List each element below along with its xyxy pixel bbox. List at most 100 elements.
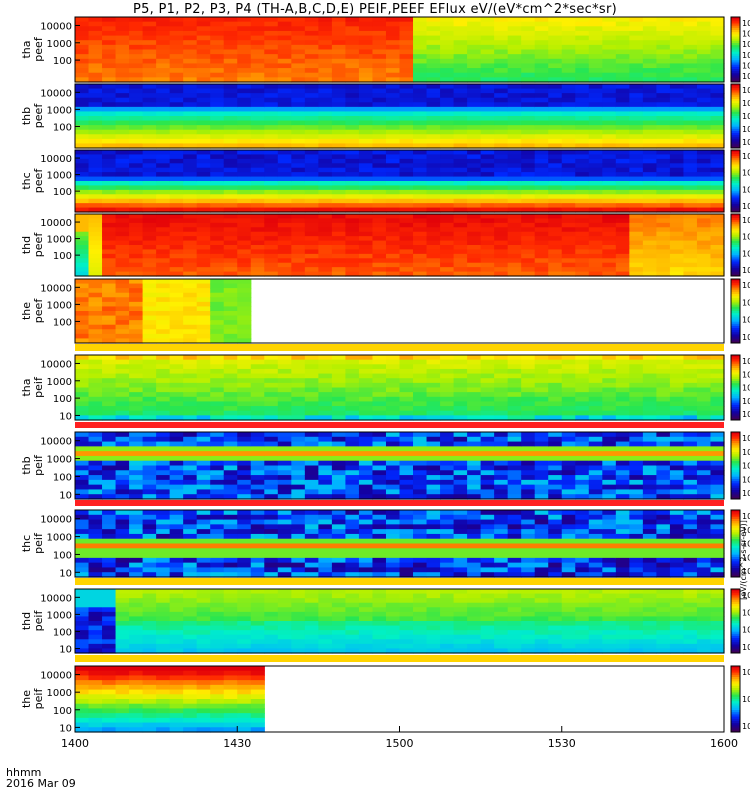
heatmap-cell [440, 116, 455, 122]
heatmap-cell [642, 455, 657, 462]
heatmap-cell [183, 306, 198, 312]
heatmap-cell [75, 218, 90, 224]
heatmap-cell [223, 218, 238, 224]
heatmap-cell [358, 455, 374, 462]
heatmap-cell [264, 17, 279, 23]
heatmap-cell [399, 510, 414, 516]
heatmap-cell [494, 359, 509, 365]
heatmap-cell [75, 279, 90, 285]
colorbar-segment [731, 436, 740, 440]
heatmap-cell [399, 359, 414, 365]
heatmap-cell [413, 382, 428, 389]
heatmap-cell [521, 93, 536, 99]
heatmap-cell [358, 253, 374, 259]
heatmap-cell [669, 406, 685, 412]
heatmap-cell [223, 102, 238, 108]
heatmap-cell [453, 510, 468, 516]
heatmap-cell [237, 297, 252, 303]
heatmap-cell [507, 231, 522, 237]
heatmap-cell [710, 158, 725, 164]
heatmap-cell [494, 21, 509, 27]
heatmap-cell [453, 167, 468, 173]
heatmap-cell [440, 267, 455, 273]
heatmap-cell [183, 338, 198, 344]
colorbar-segment [731, 363, 740, 367]
heatmap-cell [602, 150, 617, 156]
heatmap-cell [129, 494, 144, 500]
heatmap-cell [683, 120, 698, 126]
heatmap-cell [318, 102, 333, 108]
heatmap-cell [413, 396, 428, 403]
heatmap-cell [467, 214, 482, 220]
heatmap-cell [413, 143, 428, 149]
heatmap-cell [494, 410, 509, 416]
heatmap-cell [264, 129, 279, 135]
heatmap-cell [237, 258, 252, 264]
heatmap-cell [142, 267, 157, 273]
heatmap-cell [115, 324, 130, 330]
heatmap-cell [183, 475, 198, 481]
heatmap-cell [318, 455, 333, 462]
heatmap-cell [156, 355, 171, 361]
heatmap-cell [372, 475, 387, 481]
heatmap-cell [102, 315, 117, 321]
heatmap-cell [183, 484, 198, 491]
heatmap-cell [169, 88, 184, 94]
colorbar-tick-label: 106 [742, 168, 750, 178]
heatmap-cell [629, 227, 644, 233]
heatmap-cell [169, 58, 184, 65]
heatmap-cell [629, 106, 644, 113]
heatmap-cell [372, 30, 387, 37]
heatmap-cell [115, 181, 130, 187]
colorbar-segment [731, 166, 740, 170]
heatmap-cell [358, 111, 374, 117]
heatmap-cell [102, 401, 117, 407]
heatmap-cell [385, 253, 401, 259]
heatmap-cell [291, 567, 306, 573]
heatmap-cell [210, 297, 225, 303]
heatmap-cell [440, 436, 455, 443]
heatmap-cell [115, 519, 130, 525]
heatmap-cell [115, 106, 130, 113]
heatmap-cell [683, 214, 698, 220]
heatmap-cell [277, 510, 292, 516]
heatmap-cell [453, 436, 468, 443]
heatmap-cell [467, 176, 482, 182]
heatmap-cell [169, 77, 184, 83]
heatmap-cell [642, 198, 657, 204]
heatmap-cell [237, 214, 252, 220]
heatmap-cell [642, 63, 657, 69]
heatmap-cell [223, 470, 238, 476]
heatmap-cell [467, 432, 482, 438]
heatmap-cell [602, 111, 617, 117]
heatmap-cell [426, 572, 441, 578]
panel-label: peif [32, 454, 45, 476]
heatmap-cell [237, 557, 252, 564]
heatmap-cell [358, 368, 374, 375]
heatmap-cell [291, 562, 306, 569]
heatmap-cell [331, 218, 347, 224]
heatmap-cell [345, 154, 360, 160]
heatmap-cell [358, 17, 374, 23]
heatmap-cell [169, 189, 184, 195]
heatmap-cell [291, 557, 306, 564]
heatmap-cell [75, 333, 90, 340]
heatmap-cell [440, 227, 455, 233]
heatmap-cell [399, 203, 414, 209]
heatmap-cell [642, 106, 657, 113]
heatmap-cell [142, 262, 157, 268]
heatmap-cell [453, 129, 468, 135]
colorbar-segment [731, 32, 740, 35]
heatmap-cell [142, 72, 157, 78]
heatmap-cell [642, 415, 657, 421]
heatmap-cell [480, 203, 495, 209]
heatmap-cell [426, 519, 441, 525]
colorbar-tick-label: 103 [742, 409, 750, 419]
heatmap-cell [372, 106, 387, 113]
heatmap-cell [142, 401, 157, 407]
colorbar-segment [731, 220, 740, 223]
heatmap-cell [440, 258, 455, 264]
heatmap-cell [521, 436, 536, 443]
heatmap-cell [237, 198, 252, 204]
heatmap-cell [210, 329, 225, 335]
